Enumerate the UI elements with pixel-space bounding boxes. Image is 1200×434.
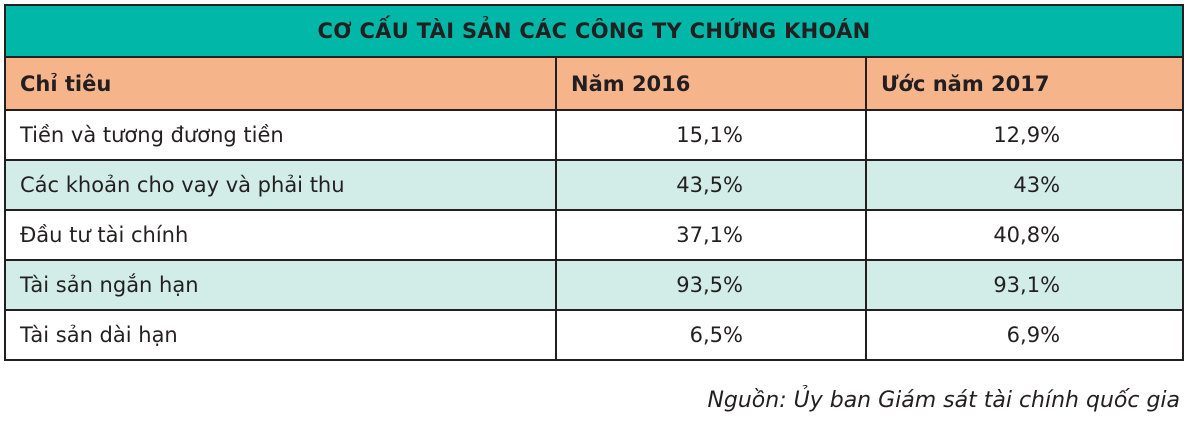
row-label: Tài sản dài hạn xyxy=(4,309,557,361)
header-cell: Năm 2016 xyxy=(555,56,867,111)
value-cell: 6,5% xyxy=(555,309,867,361)
value-cell: 15,1% xyxy=(555,109,867,161)
header-row: Chỉ tiêu Năm 2016 Ước năm 2017 xyxy=(4,56,1185,111)
source-note: Nguồn: Ủy ban Giám sát tài chính quốc gi… xyxy=(707,388,1180,413)
table-row: Tài sản ngắn hạn 93,5% 93,1% xyxy=(4,259,1185,311)
row-label: Tiền và tương đương tiền xyxy=(4,109,557,161)
value-cell: 93,5% xyxy=(555,259,867,311)
value-cell: 6,9% xyxy=(864,309,1185,361)
table-row: Tiền và tương đương tiền 15,1% 12,9% xyxy=(4,109,1185,161)
value-cell: 37,1% xyxy=(555,209,867,261)
row-label: Đầu tư tài chính xyxy=(4,209,557,261)
header-cell: Chỉ tiêu xyxy=(4,56,557,111)
table-row: Các khoản cho vay và phải thu 43,5% 43% xyxy=(4,159,1185,211)
header-cell: Ước năm 2017 xyxy=(864,56,1185,111)
value-cell: 43% xyxy=(864,159,1185,211)
table-body: Tiền và tương đương tiền 15,1% 12,9% Các kh… xyxy=(4,109,1185,361)
row-label: Các khoản cho vay và phải thu xyxy=(4,159,557,211)
row-label: Tài sản ngắn hạn xyxy=(4,259,557,311)
value-cell: 43,5% xyxy=(555,159,867,211)
title-row: CƠ CẤU TÀI SẢN CÁC CÔNG TY CHỨNG KHOÁN xyxy=(3,4,1185,58)
data-table: CƠ CẤU TÀI SẢN CÁC CÔNG TY CHỨNG KHOÁN C… xyxy=(3,4,1185,361)
table-row: Đầu tư tài chính 37,1% 40,8% xyxy=(4,209,1185,261)
value-cell: 93,1% xyxy=(864,259,1185,311)
table-row: Tài sản dài hạn 6,5% 6,9% xyxy=(4,309,1185,361)
value-cell: 40,8% xyxy=(864,209,1185,261)
table-title: CƠ CẤU TÀI SẢN CÁC CÔNG TY CHỨNG KHOÁN xyxy=(3,4,1185,58)
value-cell: 12,9% xyxy=(864,109,1185,161)
